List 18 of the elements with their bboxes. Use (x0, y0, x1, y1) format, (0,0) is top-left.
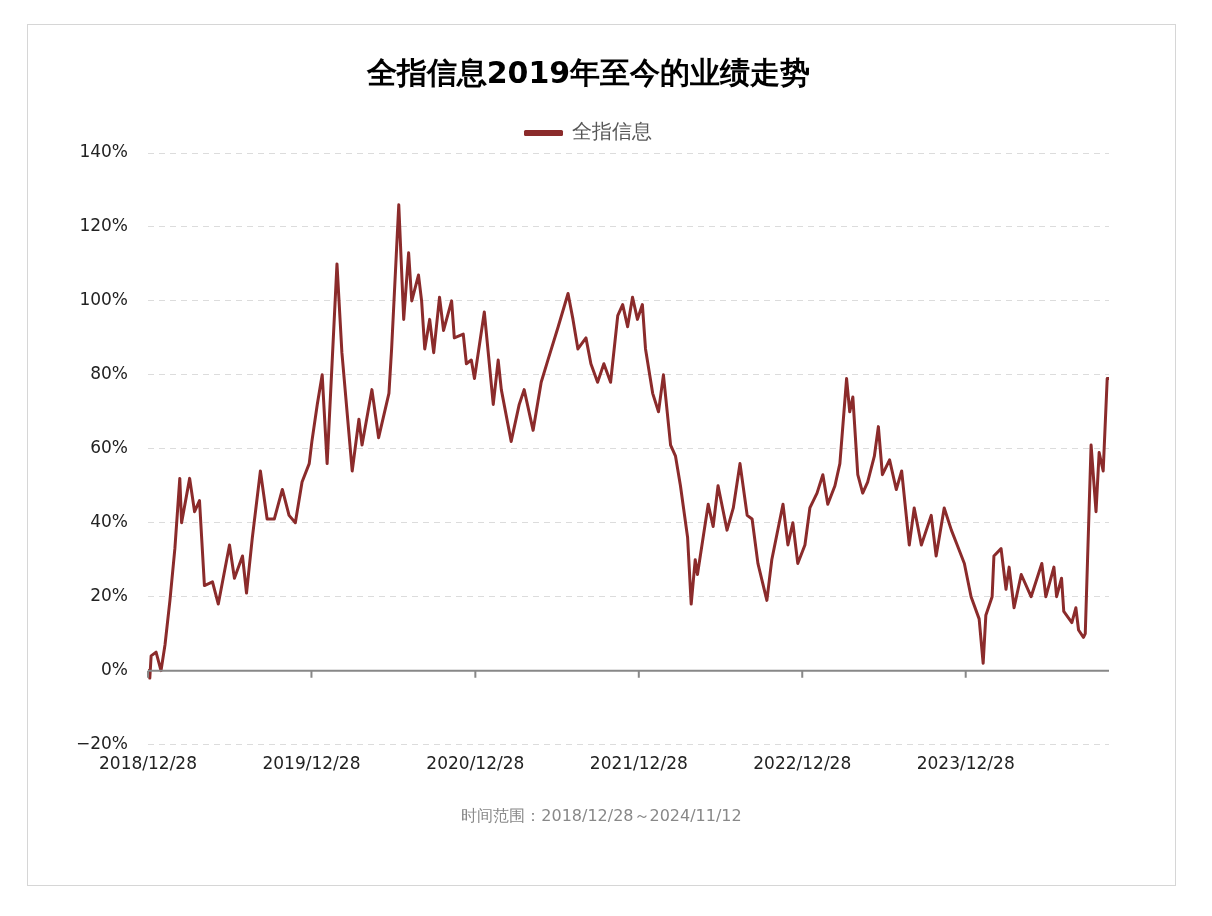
x-tick-label: 2019/12/28 (262, 753, 361, 774)
y-tick-label: 40% (90, 511, 128, 532)
legend-label: 全指信息 (571, 119, 652, 144)
y-tick-label: 140% (79, 141, 128, 162)
x-tick-label: 2023/12/28 (916, 753, 1015, 774)
y-tick-label: 80% (90, 363, 128, 384)
x-tick-label: 2022/12/28 (753, 753, 852, 774)
y-tick-label: 100% (79, 289, 128, 310)
x-tick-label: 2021/12/28 (589, 753, 688, 774)
chart-title: 全指信息2019年至今的业绩走势 (365, 54, 811, 90)
y-tick-label: 60% (90, 437, 128, 458)
y-tick-label: 0% (101, 659, 128, 680)
y-tick-label: 20% (90, 585, 128, 606)
y-tick-label: −20% (75, 733, 128, 754)
x-tick-label: 2018/12/28 (99, 753, 197, 774)
x-tick-label: 2020/12/28 (426, 753, 525, 774)
y-tick-label: 120% (79, 215, 128, 236)
text: 时间范围：2018/12/28～2024/11/12 (460, 805, 743, 827)
